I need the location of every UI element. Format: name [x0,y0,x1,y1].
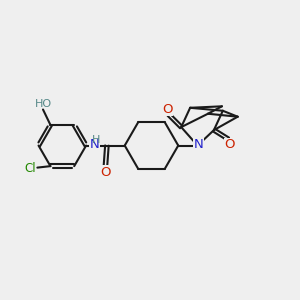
Text: O: O [224,138,235,152]
Text: O: O [100,166,111,179]
Text: N: N [193,138,203,152]
Text: O: O [162,103,172,116]
Text: Cl: Cl [25,162,36,175]
Text: HO: HO [34,99,52,109]
Text: N: N [89,138,99,151]
Text: H: H [92,135,100,145]
